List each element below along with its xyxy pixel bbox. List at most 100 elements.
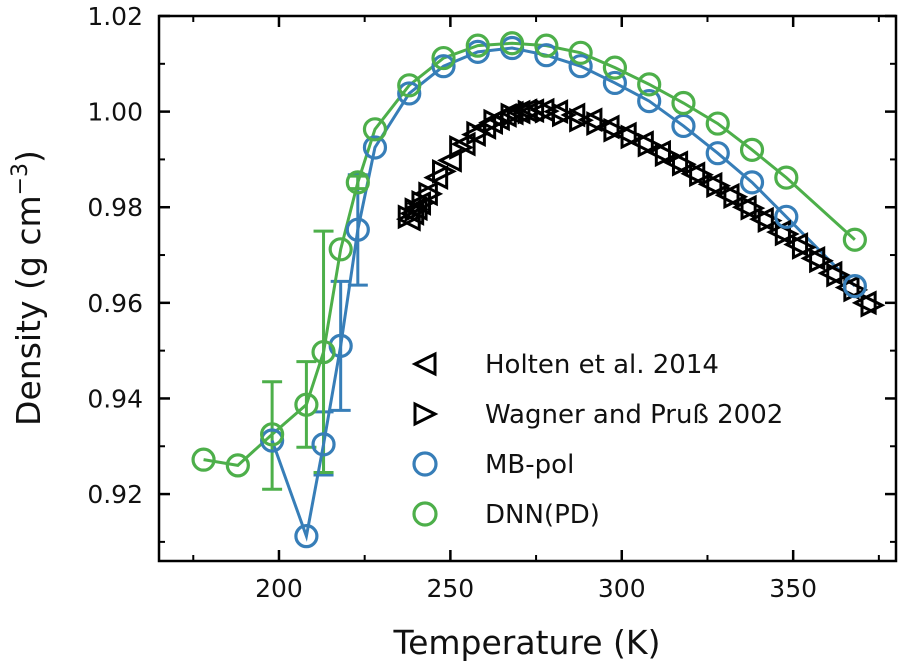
data-point bbox=[689, 162, 714, 188]
data-point bbox=[842, 274, 867, 299]
data-point bbox=[466, 120, 492, 146]
data-point bbox=[404, 197, 430, 223]
data-point bbox=[500, 102, 526, 128]
data-point bbox=[568, 40, 593, 65]
data-point bbox=[671, 113, 696, 139]
data-point bbox=[637, 72, 662, 97]
data-point bbox=[569, 107, 594, 133]
data-point bbox=[671, 151, 697, 177]
data-point bbox=[499, 31, 525, 56]
data-point bbox=[637, 88, 662, 114]
series-line bbox=[203, 41, 856, 467]
data-point bbox=[294, 392, 319, 417]
data-point bbox=[568, 54, 593, 79]
tick-labels: 200 250 300 350 0.92 0.94 0.96 0.98 1.00 1.02 bbox=[87, 2, 817, 603]
data-point bbox=[602, 55, 628, 80]
data-point bbox=[449, 135, 475, 160]
data-point bbox=[697, 171, 723, 197]
data-point bbox=[842, 227, 867, 252]
series-lines bbox=[203, 41, 856, 542]
data-point bbox=[603, 117, 629, 143]
legend-label: DNN(PD) bbox=[485, 500, 600, 530]
data-point bbox=[663, 150, 689, 176]
y-tick-label: 1.02 bbox=[87, 2, 143, 31]
data-point bbox=[705, 111, 730, 136]
data-point bbox=[586, 111, 612, 136]
data-point bbox=[714, 182, 740, 208]
data-point bbox=[311, 339, 336, 365]
data-point bbox=[809, 248, 834, 274]
x-tick-label: 300 bbox=[598, 574, 646, 603]
y-tick-label: 0.98 bbox=[87, 193, 143, 222]
data-point bbox=[774, 221, 800, 247]
data-point bbox=[654, 142, 680, 168]
data-point bbox=[418, 181, 444, 207]
data-point bbox=[739, 170, 765, 195]
series-markers bbox=[191, 31, 886, 549]
data-point bbox=[397, 73, 422, 98]
data-point bbox=[345, 170, 370, 195]
data-point bbox=[860, 292, 886, 318]
data-point bbox=[362, 135, 388, 160]
data-point bbox=[534, 98, 560, 124]
data-point bbox=[739, 137, 765, 162]
y-tick-label: 0.92 bbox=[87, 480, 143, 509]
data-point bbox=[534, 43, 559, 68]
y-tick-label: 1.00 bbox=[87, 98, 143, 127]
data-point bbox=[191, 447, 216, 472]
data-point bbox=[395, 206, 421, 232]
data-point bbox=[731, 194, 757, 220]
y-tick-label: 0.94 bbox=[87, 384, 143, 413]
y-tick-label: 0.96 bbox=[87, 289, 143, 318]
y-axis-title: Density (g cm−3) bbox=[8, 150, 48, 426]
data-point bbox=[705, 141, 730, 166]
data-point bbox=[740, 195, 766, 221]
data-point bbox=[225, 453, 250, 478]
x-tick-label: 250 bbox=[427, 574, 475, 603]
data-point bbox=[551, 102, 577, 128]
data-point bbox=[411, 190, 437, 215]
data-point bbox=[706, 173, 732, 199]
data-point bbox=[260, 428, 285, 453]
data-point bbox=[826, 262, 852, 288]
data-point bbox=[791, 234, 817, 260]
legend-label: Holten et al. 2014 bbox=[485, 350, 719, 380]
axis-ticks bbox=[159, 14, 896, 561]
data-point bbox=[294, 524, 319, 549]
data-point bbox=[465, 33, 490, 58]
data-point bbox=[637, 132, 663, 158]
data-point bbox=[362, 117, 388, 142]
data-point bbox=[311, 432, 336, 457]
data-point bbox=[423, 165, 449, 191]
data-point bbox=[620, 124, 646, 150]
data-point bbox=[483, 108, 509, 134]
data-point bbox=[345, 217, 370, 242]
legend: Holten et al. 2014 Wagner and Pruß 2002 MB… bbox=[411, 350, 783, 530]
data-point bbox=[431, 54, 456, 79]
x-tick-label: 200 bbox=[255, 574, 303, 603]
data-point bbox=[748, 206, 774, 232]
legend-marker bbox=[412, 501, 438, 527]
legend-marker bbox=[413, 401, 439, 427]
data-point bbox=[774, 204, 799, 229]
data-point bbox=[517, 99, 543, 125]
plot-frame bbox=[157, 14, 898, 563]
data-point bbox=[431, 45, 456, 71]
data-point bbox=[465, 39, 490, 64]
x-axis-title: Temperature (K) bbox=[393, 623, 661, 662]
x-tick-label: 350 bbox=[769, 574, 817, 603]
data-point bbox=[680, 161, 706, 187]
data-point bbox=[432, 158, 457, 184]
data-point bbox=[397, 81, 422, 106]
data-point bbox=[328, 237, 353, 262]
data-point bbox=[757, 208, 783, 234]
series-line bbox=[270, 46, 856, 542]
data-point bbox=[560, 102, 586, 128]
data-point bbox=[397, 204, 423, 230]
legend-label: Wagner and Pruß 2002 bbox=[485, 400, 783, 430]
legend-label: MB-pol bbox=[485, 450, 574, 480]
legend-marker bbox=[412, 451, 438, 477]
legend-marker bbox=[411, 351, 437, 377]
data-point bbox=[534, 33, 559, 58]
